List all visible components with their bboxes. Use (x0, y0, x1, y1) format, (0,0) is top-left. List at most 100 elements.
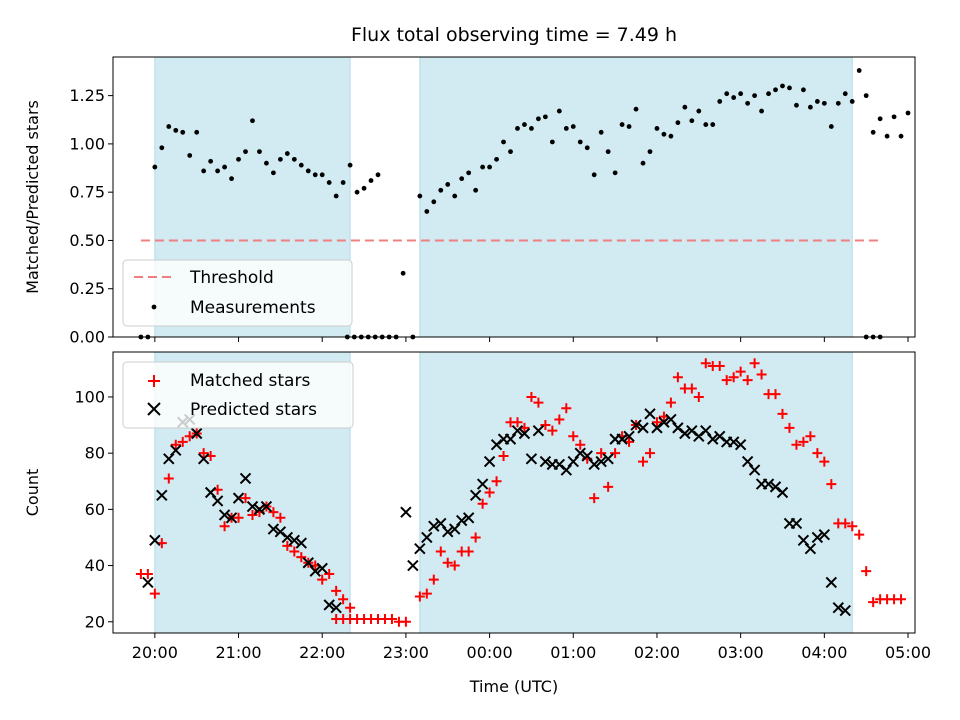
predicted-stars-point (532, 424, 545, 437)
matched-stars-point (714, 361, 725, 372)
matched-stars-point (414, 591, 425, 602)
measurement-point (682, 104, 688, 110)
predicted-stars-point (748, 464, 761, 476)
matched-stars-point (428, 574, 439, 585)
legend: Threshold Measurements (122, 259, 353, 327)
matched-stars-point (526, 391, 537, 402)
measurement-point (717, 99, 723, 104)
measurement-point (794, 102, 799, 108)
measurement-point (424, 209, 430, 214)
measurement-point (877, 116, 883, 122)
measurement-point (835, 100, 841, 106)
measurement-point (870, 129, 876, 135)
predicted-stars-point (567, 455, 579, 468)
matched-stars-point (896, 594, 907, 605)
y-tick-label: 0.00 (69, 328, 105, 347)
matched-stars-point (686, 383, 697, 394)
measurement-point (291, 156, 297, 162)
predicted-stars-point (658, 416, 670, 428)
measurement-point (487, 164, 492, 170)
matched-stars-point (296, 552, 307, 563)
predicted-stars-point (797, 534, 810, 546)
matched-stars-point (798, 436, 809, 447)
measurement-point (787, 85, 792, 91)
measurement-point (563, 126, 569, 131)
predicted-stars-point (483, 455, 496, 468)
matched-stars-point (784, 422, 795, 433)
predicted-stars-point (449, 523, 461, 535)
predicted-stars-point (455, 514, 468, 527)
measurement-point (319, 172, 325, 178)
x-tick-label: 02:00 (634, 643, 680, 662)
matched-stars-point (554, 414, 565, 425)
x-tick-label: 04:00 (801, 643, 847, 662)
x-tick-label: 01:00 (550, 643, 596, 662)
measurement-point (696, 108, 702, 114)
predicted-stars-point (707, 433, 719, 445)
predicted-stars-point (818, 528, 831, 541)
matched-stars-point (338, 594, 349, 605)
predicted-stars-point (839, 604, 851, 617)
predicted-stars-point (741, 455, 754, 468)
predicted-stars-point (163, 453, 175, 465)
measurement-point (536, 116, 541, 122)
predicted-stars-point (581, 450, 593, 462)
measurement-point (724, 91, 730, 97)
matched-stars-point (268, 507, 279, 518)
matched-stars-point (533, 397, 544, 408)
measurement-point (431, 199, 437, 205)
measurement-point (333, 193, 339, 199)
predicted-stars-point (281, 531, 294, 544)
predicted-stars-point (442, 526, 454, 538)
x-tick-label: 21:00 (215, 643, 261, 662)
matched-stars-point (163, 473, 174, 484)
predicted-stars-point (762, 478, 775, 490)
measurement-point (522, 122, 527, 127)
matched-stars-point (589, 493, 600, 504)
measurement-point (752, 93, 757, 99)
predicted-stars-point (323, 599, 335, 611)
predicted-stars-point (469, 489, 482, 502)
matched-stars-point (812, 448, 823, 459)
matched-stars-point (484, 487, 495, 498)
predicted-stars-point (435, 517, 447, 530)
measurement-point (598, 129, 604, 135)
measurement-point (284, 151, 290, 156)
measurement-point (494, 156, 499, 162)
measurement-point (417, 193, 423, 199)
predicted-stars-point (232, 492, 245, 504)
y-tick-label: 0.25 (69, 279, 105, 298)
measurement-point (745, 100, 751, 106)
predicted-stars-point (421, 531, 433, 544)
predicted-stars-point (518, 427, 531, 440)
predicted-stars-point (218, 509, 231, 521)
measurement-point (298, 162, 304, 168)
measurement-point (466, 170, 472, 176)
measurement-point (159, 145, 165, 151)
predicted-stars-point (679, 427, 691, 440)
legend-measurements-swatch (151, 304, 157, 310)
matched-stars-point (868, 597, 879, 608)
matched-stars-point (198, 448, 209, 459)
measurement-point (361, 185, 367, 191)
matched-stars-point (805, 431, 816, 442)
measurement-point (619, 122, 625, 127)
matched-stars-point (275, 512, 286, 523)
predicted-stars-point (400, 506, 412, 518)
legend-matched-label: Matched stars (190, 371, 310, 391)
measurement-point (814, 99, 820, 104)
matched-stars-point (477, 498, 488, 509)
x-tick-label: 23:00 (383, 643, 429, 662)
matched-stars-point (610, 448, 621, 459)
y-tick-label: 20 (85, 612, 105, 631)
predicted-stars-point (142, 576, 154, 589)
measurement-point (675, 120, 681, 126)
legend-matched-swatch (148, 375, 160, 387)
matched-stars-point (826, 479, 837, 490)
predicted-stars-point (776, 486, 789, 499)
axes-frame (112, 351, 916, 634)
y-tick-label: 60 (85, 500, 105, 519)
measurement-point (654, 126, 660, 131)
measurement-point (326, 180, 332, 185)
matched-stars-point (756, 369, 767, 380)
